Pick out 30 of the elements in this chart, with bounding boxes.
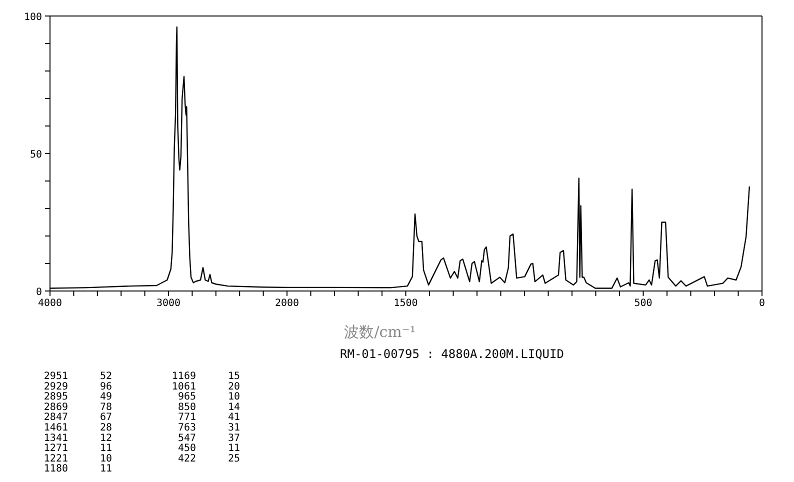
text: 2895 49 (44, 392, 112, 403)
text: 1221 10 (44, 453, 112, 464)
y-tick-label: 50 (30, 150, 42, 160)
text: 1061 20 (172, 381, 240, 392)
text: 1341 12 (44, 432, 112, 444)
x-tick-label: 0 (758, 298, 766, 309)
x-axis-title: 波数/cm⁻¹ (344, 323, 416, 341)
text: RM-01-00795 : 4880A.200M.LIQUID (340, 347, 564, 361)
text: 450 11 (178, 443, 240, 454)
text: 2847 67 (44, 412, 112, 424)
text: 1271 11 (44, 443, 112, 454)
text: 422 25 (178, 453, 240, 464)
y-tick-label: 0 (36, 287, 42, 298)
x-tick-label: 4000 (38, 298, 62, 309)
x-tick-label: 1500 (394, 298, 418, 309)
text: 2929 96 (44, 381, 112, 392)
text: 965 10 (178, 392, 240, 403)
text: 850 14 (178, 402, 240, 413)
text: 1180 11 (44, 464, 112, 475)
text: 771 41 (178, 412, 240, 424)
x-tick-label: 2000 (274, 298, 300, 309)
x-tick-label: 500 (634, 298, 652, 309)
y-tick-label: 100 (24, 12, 42, 23)
text: 2869 78 (44, 402, 112, 413)
x-tick-label: 3000 (156, 298, 181, 309)
text: 1461 28 (44, 422, 112, 434)
text: 763 31 (178, 422, 240, 434)
text: 2951 52 (44, 371, 112, 382)
text: 547 37 (178, 432, 240, 444)
text: 1169 15 (172, 371, 240, 382)
